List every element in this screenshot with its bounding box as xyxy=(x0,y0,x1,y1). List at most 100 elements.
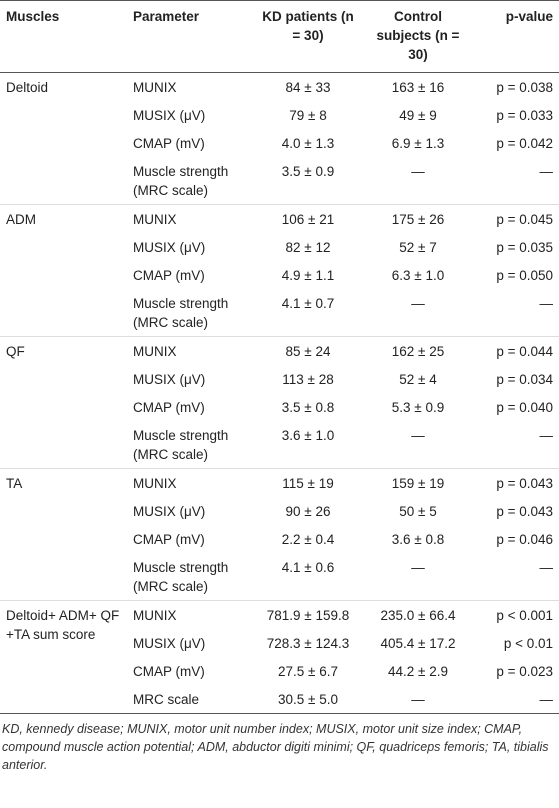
table-row: TA MUNIX 115 ± 19 159 ± 19 p = 0.043 xyxy=(0,468,559,601)
table-row: MRC scale 30.5 ± 5.0 — — xyxy=(0,685,559,714)
table-row: Deltoid+ ADM+ QF +TA sum score MUNIX 781.9… xyxy=(0,600,559,714)
data-cell: 5.3 ± 0.9 xyxy=(391,400,445,415)
data-cell: p = 0.035 xyxy=(496,240,553,255)
data-cell: 3.6 ± 1.0 xyxy=(281,428,335,443)
data-cell: Muscle strength (MRC scale) xyxy=(133,164,229,198)
data-cell: — xyxy=(539,164,554,179)
data-cell: 4.1 ± 0.6 xyxy=(281,560,335,575)
data-cell: 163 ± 16 xyxy=(391,80,445,95)
data-cell: 4.1 ± 0.7 xyxy=(281,296,335,311)
data-cell: 781.9 ± 159.8 xyxy=(252,600,364,629)
table-row: MUSIX (μV) 90 ± 26 50 ± 5 p = 0.043 xyxy=(0,497,559,525)
header-cell: KD patients (n = 30) xyxy=(252,0,364,73)
data-cell: — xyxy=(411,560,425,575)
data-cell: 44.2 ± 2.9 xyxy=(388,664,448,679)
data-cell: CMAP (mV) xyxy=(133,664,205,679)
data-cell: 3.6 ± 0.8 xyxy=(391,532,445,547)
table-body: Deltoid MUNIX 84 ± 33 163 ± 16 p = 0.038 MUSI… xyxy=(0,73,559,714)
table-row: MUSIX (μV) 113 ± 28 52 ± 4 p = 0.034 xyxy=(0,365,559,393)
data-cell: p = 0.050 xyxy=(496,268,553,283)
data-cell: 84 ± 33 xyxy=(285,80,331,95)
data-cell: 6.9 ± 1.3 xyxy=(391,136,445,151)
data-cell: 3.5 ± 0.9 xyxy=(281,164,335,179)
data-cell: MRC scale xyxy=(133,692,200,707)
table-row: MUSIX (μV) 82 ± 12 52 ± 7 p = 0.035 xyxy=(0,233,559,261)
table-row: MUSIX (μV) 79 ± 8 49 ± 9 p = 0.033 xyxy=(0,101,559,129)
data-cell: — xyxy=(539,428,554,443)
data-cell: MUNIX xyxy=(127,204,252,233)
data-cell: CMAP (mV) xyxy=(133,268,205,283)
header-row: Muscles Parameter KD patients (n = 30) C… xyxy=(0,0,559,73)
data-cell: — xyxy=(411,296,425,311)
header-text: Control subjects (n = 30) xyxy=(376,9,460,62)
data-cell: MUNIX xyxy=(127,336,252,365)
data-cell: — xyxy=(539,296,554,311)
data-cell: 4.9 ± 1.1 xyxy=(281,268,335,283)
header-cell: p-value xyxy=(472,0,559,73)
data-cell: MUNIX xyxy=(127,468,252,497)
data-cell: 27.5 ± 6.7 xyxy=(278,664,338,679)
data-cell: 6.3 ± 1.0 xyxy=(391,268,445,283)
muscle-cell: ADM xyxy=(0,204,127,337)
data-cell: 82 ± 12 xyxy=(285,240,331,255)
data-cell: 52 ± 4 xyxy=(399,372,437,387)
data-cell: — xyxy=(411,164,425,179)
data-cell: 106 ± 21 xyxy=(252,204,364,233)
data-cell: — xyxy=(411,428,425,443)
data-cell: 90 ± 26 xyxy=(285,504,331,519)
data-cell: 50 ± 5 xyxy=(399,504,437,519)
table-row: Muscle strength (MRC scale) 3.5 ± 0.9 — — xyxy=(0,157,559,205)
muscle-cell: Deltoid+ ADM+ QF +TA sum score xyxy=(0,600,127,714)
data-cell: MUSIX (μV) xyxy=(133,372,206,387)
data-cell: MUNIX xyxy=(133,80,177,95)
results-table: Muscles Parameter KD patients (n = 30) C… xyxy=(0,0,559,714)
data-cell: — xyxy=(539,560,554,575)
table-row: CMAP (mV) 4.0 ± 1.3 6.9 ± 1.3 p = 0.042 xyxy=(0,129,559,157)
header-cell: Parameter xyxy=(127,0,252,73)
data-cell: MUSIX (μV) xyxy=(133,636,206,651)
data-cell: Muscle strength (MRC scale) xyxy=(133,296,229,330)
data-cell: p = 0.033 xyxy=(496,108,553,123)
data-cell: 85 ± 24 xyxy=(252,336,364,365)
data-cell: p = 0.043 xyxy=(496,504,553,519)
data-cell: Muscle strength (MRC scale) xyxy=(133,560,229,594)
header-text: KD patients (n = 30) xyxy=(262,9,354,43)
data-cell: Muscle strength (MRC scale) xyxy=(133,428,229,462)
data-cell: 235.0 ± 66.4 xyxy=(364,600,472,629)
data-cell: p = 0.042 xyxy=(496,136,553,151)
data-cell: MUSIX (μV) xyxy=(133,108,206,123)
data-cell: 175 ± 26 xyxy=(364,204,472,233)
table-row: Deltoid MUNIX 84 ± 33 163 ± 16 p = 0.038 xyxy=(0,73,559,102)
data-cell: 113 ± 28 xyxy=(282,372,334,387)
data-cell: — xyxy=(411,692,425,707)
table-row: CMAP (mV) 27.5 ± 6.7 44.2 ± 2.9 p = 0.023 xyxy=(0,657,559,685)
data-cell: 4.0 ± 1.3 xyxy=(281,136,335,151)
data-cell: CMAP (mV) xyxy=(133,136,205,151)
data-cell: 79 ± 8 xyxy=(289,108,327,123)
table-row: Muscle strength (MRC scale) 3.6 ± 1.0 — — xyxy=(0,421,559,469)
data-cell: p = 0.044 xyxy=(472,336,559,365)
header-cell: Muscles xyxy=(0,0,127,73)
data-cell: p = 0.046 xyxy=(496,532,553,547)
data-cell: 49 ± 9 xyxy=(399,108,437,123)
data-cell: 2.2 ± 0.4 xyxy=(281,532,335,547)
data-cell: MUSIX (μV) xyxy=(133,240,206,255)
data-cell: 728.3 ± 124.3 xyxy=(266,636,350,651)
data-cell: p = 0.043 xyxy=(472,468,559,497)
data-cell: 405.4 ± 17.2 xyxy=(380,636,456,651)
data-cell: MUSIX (μV) xyxy=(133,504,206,519)
data-cell: p < 0.01 xyxy=(503,636,553,651)
data-cell: 159 ± 19 xyxy=(364,468,472,497)
data-cell: CMAP (mV) xyxy=(133,400,205,415)
data-cell: MUNIX xyxy=(127,600,252,629)
data-cell: 52 ± 7 xyxy=(399,240,437,255)
table-row: CMAP (mV) 3.5 ± 0.8 5.3 ± 0.9 p = 0.040 xyxy=(0,393,559,421)
table-row: CMAP (mV) 2.2 ± 0.4 3.6 ± 0.8 p = 0.046 xyxy=(0,525,559,553)
data-cell: p < 0.001 xyxy=(472,600,559,629)
table-row: QF MUNIX 85 ± 24 162 ± 25 p = 0.044 xyxy=(0,336,559,469)
muscle-cell: Deltoid xyxy=(6,80,49,95)
data-cell: CMAP (mV) xyxy=(133,532,205,547)
table-row: MUSIX (μV) 728.3 ± 124.3 405.4 ± 17.2 p < 0… xyxy=(0,629,559,657)
table-row: Muscle strength (MRC scale) 4.1 ± 0.7 — — xyxy=(0,289,559,337)
